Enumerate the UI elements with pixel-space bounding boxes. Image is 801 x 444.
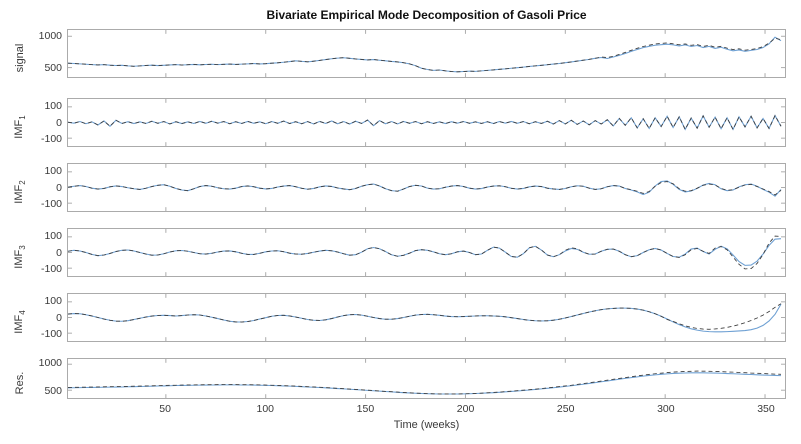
y-tick-label: 0	[56, 181, 62, 194]
y-tick-label: -100	[40, 197, 62, 210]
y-tick-label: 0	[56, 116, 62, 129]
chart-title: Bivariate Empirical Mode Decomposition o…	[266, 8, 587, 22]
subplot-signal	[67, 29, 786, 78]
y-tick-label: 500	[44, 384, 62, 397]
y-tick-label: 100	[44, 230, 62, 243]
subplot-canvas	[68, 30, 785, 77]
subplot-canvas	[68, 164, 785, 211]
series-dashed-line	[68, 37, 782, 73]
x-tick-label: 150	[356, 403, 375, 415]
y-tick-label: 100	[44, 295, 62, 308]
subplot-canvas	[68, 99, 785, 146]
subplot-imf2	[67, 163, 786, 212]
x-tick-label: 100	[256, 403, 275, 415]
y-tick-label: -100	[40, 132, 62, 145]
y-tick-label: 100	[44, 165, 62, 178]
y-tick-label: 0	[56, 246, 62, 259]
subplot-imf4	[67, 293, 786, 342]
series-dashed-line	[68, 303, 782, 330]
series-solid-line	[68, 372, 782, 395]
y-axis-label-text: IMF2	[12, 179, 28, 204]
series-solid-line	[68, 180, 782, 197]
y-axis-label-text: Res.	[14, 371, 26, 394]
subplot-canvas	[68, 359, 785, 398]
series-solid-line	[68, 36, 782, 73]
y-tick-label: 1000	[38, 357, 62, 370]
x-tick-label: 350	[757, 403, 775, 415]
subplot-imf1	[67, 98, 786, 147]
series-solid-line	[68, 114, 782, 131]
subplot-canvas	[68, 229, 785, 276]
x-tick-label: 300	[657, 403, 675, 415]
x-tick-label: 200	[456, 403, 475, 415]
x-axis-label: Time (weeks)	[393, 419, 460, 431]
series-solid-line	[68, 238, 782, 266]
x-tick-label: 250	[556, 403, 575, 415]
series-dashed-line	[68, 370, 782, 395]
y-axis-label-text: IMF1	[12, 114, 28, 139]
y-axis-label-text: IMF4	[12, 309, 28, 334]
x-tick-label: 50	[159, 403, 171, 415]
subplot-res	[67, 358, 786, 399]
subplot-imf3	[67, 228, 786, 277]
y-tick-label: 1000	[38, 29, 62, 42]
y-tick-label: 0	[56, 311, 62, 324]
y-tick-label: 500	[44, 62, 62, 75]
y-tick-label: -100	[40, 262, 62, 275]
series-solid-line	[68, 303, 782, 333]
series-dashed-line	[68, 181, 782, 196]
y-tick-label: -100	[40, 327, 62, 340]
y-tick-label: 100	[44, 100, 62, 113]
y-axis-label-text: signal	[14, 43, 26, 72]
subplot-canvas	[68, 294, 785, 341]
series-dashed-line	[68, 235, 782, 270]
y-axis-label-text: IMF3	[12, 244, 28, 269]
series-dashed-line	[68, 114, 782, 131]
